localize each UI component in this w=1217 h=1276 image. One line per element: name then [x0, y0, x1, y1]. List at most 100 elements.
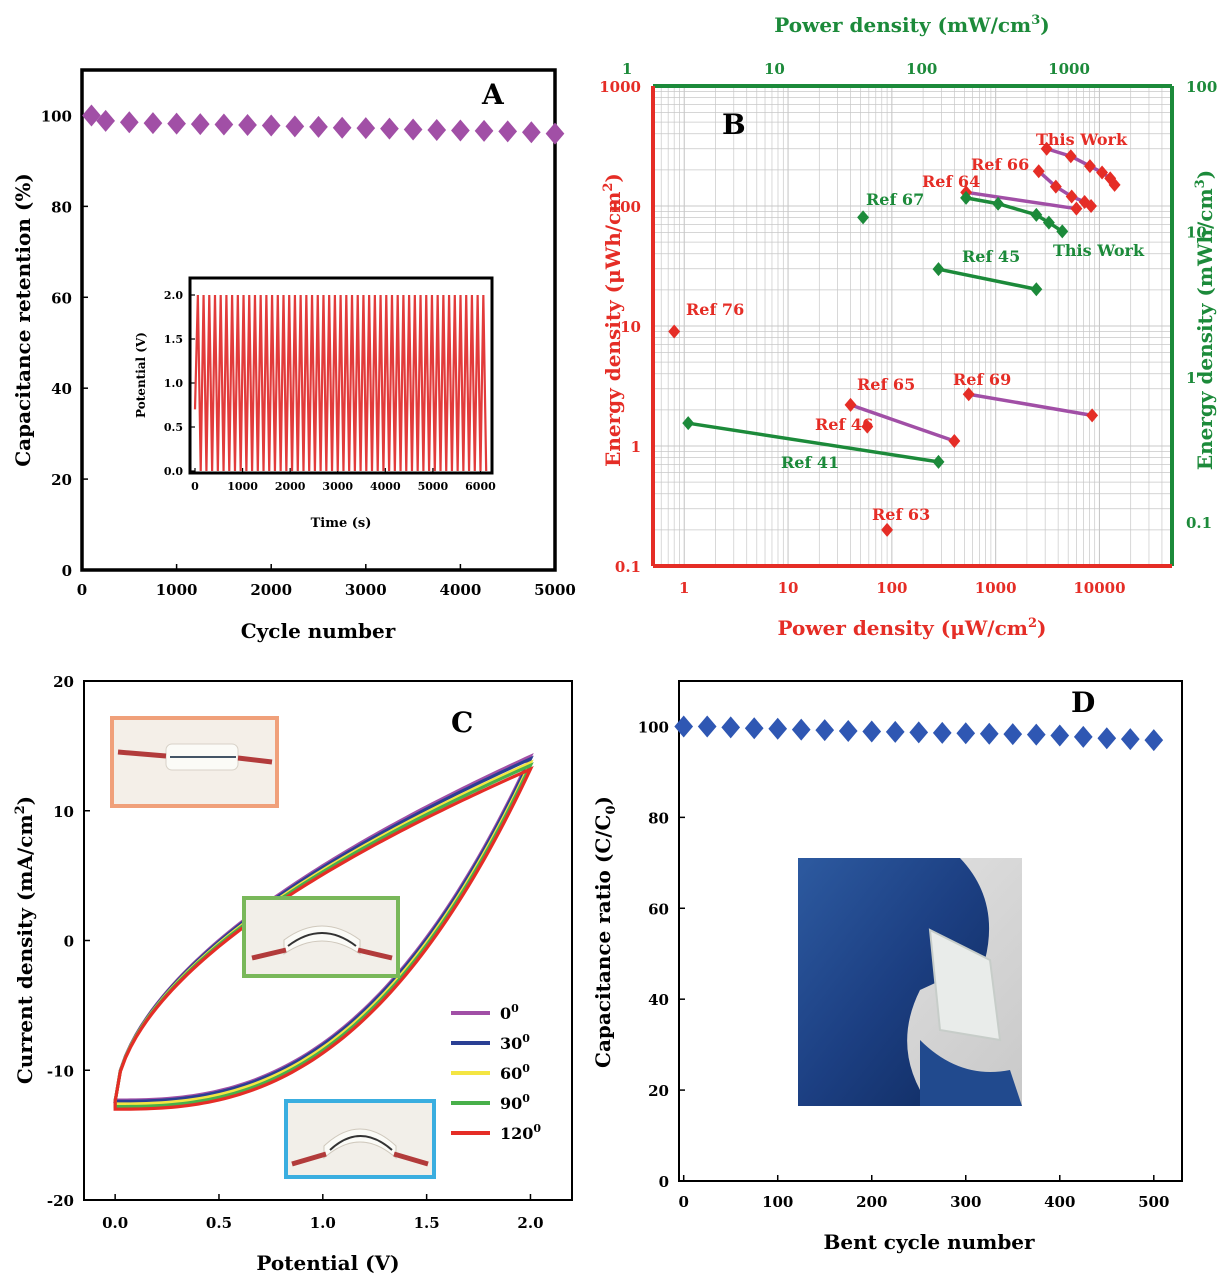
data-point — [1065, 189, 1078, 204]
legend-label: 900 — [500, 1092, 530, 1113]
data-point — [1026, 723, 1046, 746]
panel-c-x-ticks: 0.0 0.5 1.0 1.5 2.0 — [102, 1194, 544, 1232]
data-point — [1086, 408, 1099, 423]
data-point — [1056, 224, 1069, 239]
series-line — [849, 403, 955, 443]
data-point — [1070, 201, 1083, 216]
x-tick-label: 1 — [679, 579, 689, 597]
panel-b-right-label: Energy density (mWh/cm3) — [1193, 170, 1217, 470]
data-point — [1073, 725, 1093, 748]
data-point — [285, 115, 305, 138]
legend-label: 00 — [500, 1002, 519, 1023]
panel-b-annotations: Ref 76 Ref 65 Ref 46 Ref 41 Ref 69 Ref 63 Ref … — [686, 130, 1145, 524]
y-tick-label: 10 — [620, 318, 641, 336]
x2-tick-label: 100 — [906, 60, 937, 78]
series-this-work — [960, 190, 1069, 239]
legend-item-30: 300 — [451, 1032, 530, 1053]
data-point — [309, 115, 328, 138]
data-point — [744, 717, 764, 740]
annotation-label: This Work — [1053, 241, 1145, 260]
data-point — [791, 718, 811, 741]
data-point — [668, 324, 681, 339]
data-point — [768, 717, 788, 740]
series-ref-41 — [682, 416, 945, 469]
inset-x-ticks: 0 1000 2000 3000 4000 5000 6000 — [191, 468, 496, 493]
inset-y-tick-label: 0.0 — [164, 465, 183, 478]
x-tick-label: 2.0 — [517, 1214, 543, 1232]
x2-tick-label: 10 — [764, 60, 785, 78]
inset-y-tick-label: 1.0 — [164, 377, 183, 390]
x-tick-label: 0.0 — [102, 1214, 128, 1232]
y2-tick-label: 0.1 — [1186, 514, 1212, 532]
data-point — [962, 387, 975, 402]
y2-tick-label: 10 — [1186, 223, 1207, 241]
y-tick-label: 1000 — [599, 78, 641, 96]
legend-item-120: 1200 — [451, 1122, 541, 1143]
y-tick-label: 40 — [648, 991, 669, 1009]
data-point — [697, 715, 717, 738]
data-point — [1064, 149, 1077, 164]
data-point — [82, 104, 101, 127]
inset-y-tick-label: 0.5 — [164, 421, 183, 434]
panel-a-y-ticks: 0 20 40 60 80 100 — [41, 107, 88, 580]
data-point — [909, 721, 929, 744]
panel-a-y-label: Capacitance retention (%) — [11, 173, 35, 467]
data-point — [1085, 199, 1097, 213]
data-point — [979, 722, 999, 745]
panel-a-letter: A — [481, 78, 505, 111]
panel-a-points — [82, 104, 565, 145]
panel-d-x-ticks: 0 100 200 300 400 500 — [678, 1175, 1169, 1211]
inset-y-label: Potential (V) — [134, 332, 148, 418]
y2-tick-label: 100 — [1186, 78, 1217, 96]
x-tick-label: 10000 — [1073, 579, 1125, 597]
inset-x-label: Time (s) — [311, 516, 372, 531]
series-ref-67 — [857, 210, 870, 225]
data-point — [474, 119, 494, 142]
series-ref-69 — [962, 387, 1099, 423]
y-tick-label: 60 — [51, 289, 72, 307]
inset-y-tick-label: 1.5 — [164, 333, 183, 346]
data-point — [948, 434, 961, 449]
x-tick-label: 0 — [678, 1193, 688, 1211]
panel-a-x-ticks: 0 1000 2000 3000 4000 5000 — [77, 564, 576, 599]
annotation-label: Ref 45 — [962, 247, 1020, 266]
data-point — [1032, 164, 1045, 179]
inset-x-tick-label: 6000 — [465, 480, 496, 493]
data-point — [956, 722, 976, 745]
panel-d-y-label: Capacitance ratio (C/C0) — [591, 796, 619, 1068]
inset-y-ticks: 0.0 0.5 1.0 1.5 2.0 — [164, 289, 195, 478]
data-point — [932, 262, 945, 277]
data-point — [682, 416, 695, 431]
panel-c-letter: C — [451, 706, 473, 739]
y-tick-label: 0 — [62, 562, 72, 580]
panel-b-left-label: Energy density (μWh/cm2) — [601, 173, 625, 467]
series-ref-66 — [1032, 164, 1097, 213]
x-tick-label: 3000 — [345, 581, 387, 599]
y-tick-label: 80 — [51, 198, 72, 216]
data-point — [1040, 141, 1053, 156]
annotation-label: Ref 65 — [857, 375, 915, 394]
data-point — [1097, 727, 1117, 750]
data-point — [238, 114, 257, 136]
data-point — [1030, 207, 1043, 222]
data-point — [1144, 729, 1164, 752]
x2-tick-label: 1 — [622, 60, 632, 78]
annotation-label: Ref 76 — [686, 300, 744, 319]
data-point — [380, 117, 399, 140]
panel-a-frame — [80, 68, 557, 572]
panel-d-letter: D — [1071, 686, 1095, 719]
data-point — [522, 121, 541, 144]
x-tick-label: 10 — [778, 579, 799, 597]
data-point — [332, 116, 352, 139]
panel-b-top-label: Power density (mW/cm3) — [774, 13, 1049, 37]
legend-label: 300 — [500, 1032, 530, 1053]
x-tick-label: 4000 — [440, 581, 482, 599]
x-tick-label: 100 — [876, 579, 907, 597]
series-ref-45 — [932, 262, 1043, 297]
y-tick-label: 80 — [648, 809, 669, 827]
x-tick-label: 1.0 — [310, 1214, 336, 1232]
data-point — [885, 720, 905, 743]
data-point — [1096, 165, 1109, 180]
data-point — [451, 119, 470, 142]
